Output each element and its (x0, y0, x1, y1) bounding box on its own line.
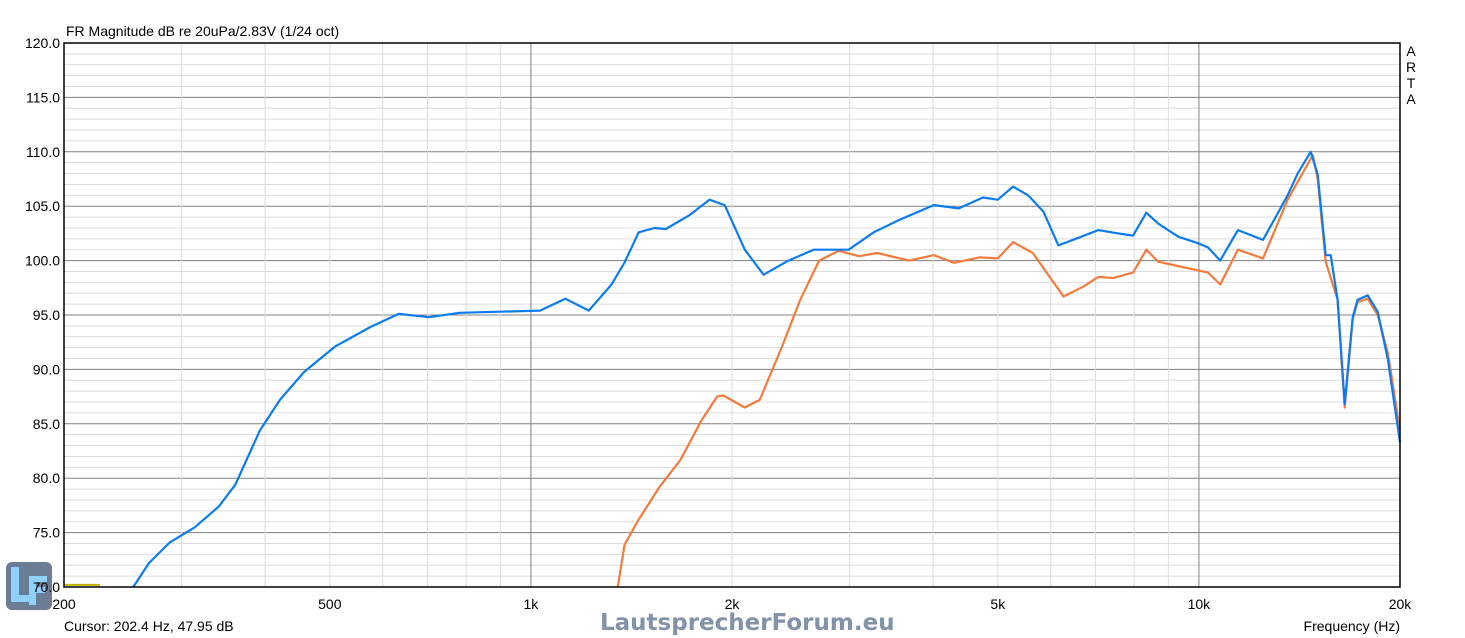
arta-letter: R (1406, 59, 1416, 75)
x-tick-label: 1k (524, 596, 540, 612)
y-tick-labels: 70.0 75.0 80.0 85.0 90.0 95.0 100.0 105.0 110.0 1… (25, 35, 60, 595)
series-line-2 (616, 154, 1402, 588)
cursor-readout: Cursor: 202.4 Hz, 47.95 dB (64, 618, 234, 634)
x-tick-label: 10k (1188, 596, 1212, 612)
x-axis-label: Frequency (Hz) (1304, 618, 1400, 634)
plot-frame (63, 42, 1401, 588)
y-tick-label: 95.0 (33, 307, 60, 323)
y-tick-label: 90.0 (33, 361, 60, 377)
x-tick-label: 200 (52, 596, 76, 612)
logo-watermark-text: LautsprecherForum.eu (600, 610, 895, 636)
grid (64, 43, 1400, 587)
y-tick-label: 70.0 (33, 579, 60, 595)
x-tick-label: 5k (990, 596, 1006, 612)
y-tick-label: 100.0 (25, 253, 60, 269)
y-tick-label: 105.0 (25, 198, 60, 214)
y-tick-label: 115.0 (26, 89, 60, 105)
chart-title: FR Magnitude dB re 20uPa/2.83V (1/24 oct… (66, 23, 339, 39)
x-tick-label: 500 (318, 596, 342, 612)
arta-letter: T (1407, 75, 1416, 91)
series-group (64, 150, 1402, 588)
y-tick-label: 80.0 (33, 470, 60, 486)
lf-logo-icon (6, 562, 52, 610)
x-tick-labels: 200 500 1k 2k 5k 10k 20k (52, 596, 1412, 612)
arta-letter: A (1406, 91, 1416, 107)
y-tick-label: 110.0 (26, 144, 60, 160)
arta-letter: A (1406, 43, 1416, 59)
y-tick-label: 85.0 (33, 416, 60, 432)
y-tick-label: 120.0 (25, 35, 60, 51)
y-tick-label: 75.0 (33, 525, 60, 541)
x-tick-label: 2k (725, 596, 741, 612)
series-line-1 (132, 150, 1402, 588)
x-tick-label: 20k (1389, 596, 1413, 612)
